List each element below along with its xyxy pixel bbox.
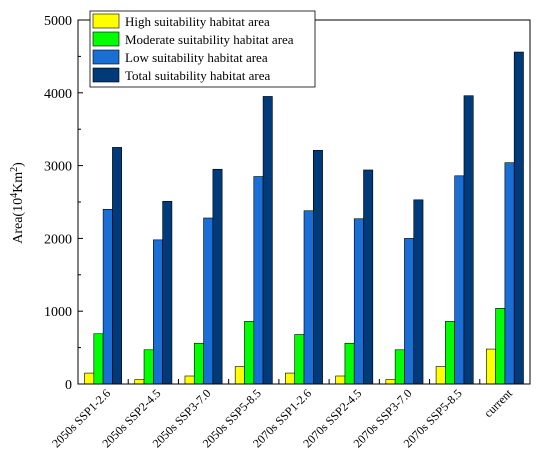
- legend-label: High suitability habitat area: [125, 14, 270, 29]
- y-tick-label: 4000: [44, 87, 72, 102]
- bar-1-8: [435, 366, 446, 385]
- bar-1-4: [234, 366, 245, 385]
- bar-4-7: [413, 199, 424, 385]
- bar-4-4: [262, 96, 273, 385]
- legend-label: Moderate suitability habitat area: [125, 32, 294, 47]
- legend-swatch: [92, 31, 120, 47]
- bar-2-3: [193, 342, 204, 385]
- bar-3-5: [303, 210, 314, 385]
- legend-swatch: [92, 67, 120, 83]
- bar-1-9: [485, 348, 496, 385]
- y-tick-label: 2000: [44, 232, 72, 247]
- bar-1-3: [184, 375, 195, 385]
- y-tick-label: 0: [65, 378, 72, 393]
- bar-4-2: [162, 200, 173, 385]
- bar-1-7: [385, 379, 396, 385]
- y-axis-label: Area(104Km2): [9, 162, 26, 244]
- bar-1-5: [285, 372, 295, 385]
- bar-3-4: [253, 176, 264, 385]
- legend-swatch: [92, 13, 120, 29]
- bar-2-6: [344, 342, 355, 385]
- bar-2-8: [445, 321, 455, 385]
- legend-label: Low suitability habitat area: [125, 50, 268, 65]
- y-axis-label-group: Area(104Km2): [9, 162, 26, 244]
- legend-swatch: [92, 49, 120, 65]
- y-tick-label: 1000: [44, 305, 72, 320]
- bar-2-2: [143, 349, 154, 385]
- bar-3-2: [153, 239, 163, 385]
- legend: High suitability habitat area Moderate su…: [89, 10, 316, 88]
- bar-1-2: [134, 379, 145, 385]
- bar-4-6: [363, 169, 374, 385]
- bar-3-6: [353, 218, 364, 385]
- bar-2-5: [294, 334, 305, 385]
- bar-4-9: [513, 51, 524, 385]
- bar-1-1: [84, 372, 95, 385]
- bar-3-7: [404, 238, 415, 385]
- bar-3-9: [504, 162, 515, 385]
- bar-2-4: [244, 321, 255, 385]
- bar-1-6: [335, 375, 346, 385]
- bar-4-5: [312, 150, 323, 385]
- bar-4-3: [212, 168, 223, 385]
- bar-4-1: [112, 147, 123, 385]
- legend-box: [89, 10, 316, 88]
- bar-2-9: [495, 307, 506, 385]
- legend-label: Total suitability habitat area: [125, 68, 271, 83]
- y-tick-label: 3000: [44, 160, 72, 175]
- y-tick-label: 5000: [44, 14, 72, 29]
- bar-3-3: [203, 217, 214, 385]
- bar-4-8: [463, 95, 474, 385]
- x-tick-label: current: [481, 386, 515, 420]
- bars-layer: [84, 51, 524, 385]
- bar-2-1: [93, 333, 104, 385]
- bar-3-1: [102, 208, 113, 385]
- bar-2-7: [394, 349, 405, 385]
- bar-3-8: [454, 175, 465, 385]
